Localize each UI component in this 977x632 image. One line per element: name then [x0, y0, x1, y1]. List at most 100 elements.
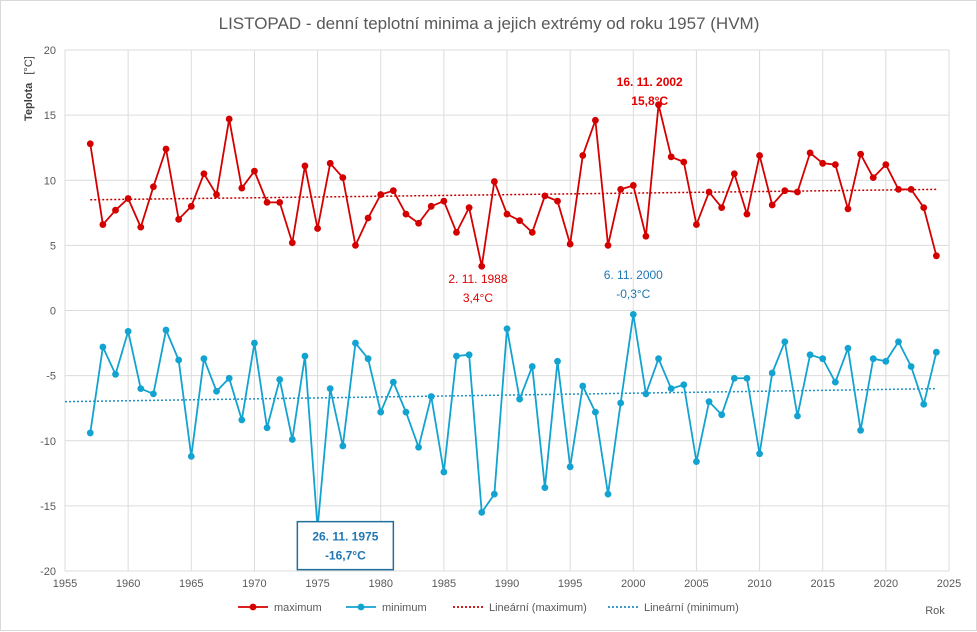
- data-point-minimum: [465, 351, 473, 359]
- y-tick-label: 0: [50, 306, 56, 318]
- data-point-minimum: [288, 436, 296, 443]
- data-point-maximum: [932, 252, 940, 260]
- x-tick-label: 1980: [368, 578, 392, 590]
- data-point-maximum: [528, 228, 536, 236]
- data-point-maximum: [920, 204, 928, 212]
- legend: maximum minimum Lineární (maximum) Lineární…: [238, 602, 739, 614]
- data-point-minimum: [895, 338, 902, 346]
- y-axis-label: Teplota: [23, 82, 35, 121]
- data-point-maximum: [819, 159, 827, 167]
- data-point-minimum: [200, 355, 208, 363]
- data-point-maximum: [200, 170, 208, 178]
- data-point-maximum: [326, 159, 334, 167]
- data-point-minimum: [503, 325, 511, 333]
- legend-label: minimum: [382, 602, 427, 614]
- data-point-minimum: [225, 374, 233, 382]
- data-point-maximum: [794, 188, 801, 196]
- data-point-maximum: [642, 232, 650, 240]
- data-point-maximum: [705, 188, 713, 196]
- data-point-maximum: [478, 262, 486, 270]
- data-point-maximum: [301, 162, 309, 170]
- data-point-minimum: [175, 356, 183, 364]
- data-point-minimum: [907, 363, 915, 370]
- data-point-minimum: [680, 381, 688, 389]
- data-point-maximum: [465, 204, 473, 212]
- data-point-maximum: [389, 187, 397, 195]
- data-point-maximum: [680, 158, 688, 166]
- x-tick-label: 1955: [53, 578, 77, 590]
- data-point-minimum: [326, 385, 334, 393]
- data-point-maximum: [86, 140, 94, 148]
- legend-marker: [357, 603, 365, 611]
- data-point-minimum: [276, 376, 284, 383]
- data-point-minimum: [794, 412, 801, 420]
- data-point-minimum: [932, 348, 940, 356]
- data-point-minimum: [339, 442, 347, 450]
- data-point-minimum: [352, 339, 359, 347]
- y-axis-unit: [°C]: [23, 56, 35, 74]
- annotation-value: -0,3°C: [616, 287, 650, 301]
- data-point-maximum: [276, 198, 284, 206]
- data-point-minimum: [882, 357, 890, 365]
- data-point-minimum: [642, 390, 650, 398]
- data-point-minimum: [490, 490, 498, 498]
- x-tick-label: 1970: [242, 578, 266, 590]
- annotation-value: 15,8°C: [631, 94, 668, 108]
- trend-line-minimum: [64, 387, 937, 403]
- data-point-minimum: [617, 399, 625, 407]
- data-point-maximum: [427, 202, 435, 210]
- x-tick-label: 1985: [432, 578, 456, 590]
- data-point-maximum: [718, 204, 726, 212]
- x-tick-label: 1975: [305, 578, 329, 590]
- data-point-minimum: [655, 355, 662, 363]
- x-tick-label: 1965: [179, 578, 203, 590]
- trend-lines: [64, 188, 937, 403]
- data-point-maximum: [251, 167, 258, 175]
- data-point-maximum: [124, 195, 132, 202]
- y-tick-label: 15: [44, 110, 56, 122]
- x-tick-label: 2015: [810, 578, 834, 590]
- legend-label: Lineární (maximum): [489, 602, 587, 614]
- data-point-minimum: [364, 355, 372, 363]
- data-point-maximum: [857, 150, 864, 158]
- data-point-minimum: [453, 352, 460, 360]
- data-point-minimum: [427, 393, 435, 400]
- data-point-minimum: [415, 443, 422, 451]
- data-point-minimum: [920, 400, 928, 408]
- data-point-minimum: [150, 390, 157, 398]
- series-line-minimum: [89, 314, 938, 529]
- data-point-minimum: [86, 429, 94, 437]
- y-tick-label: 5: [50, 240, 56, 252]
- axis-ticks: 1955 1960 1965 1970 1975 1980 1985 1990 1995 2000…: [40, 45, 961, 590]
- data-point-minimum: [440, 468, 448, 476]
- data-point-maximum: [806, 149, 814, 157]
- chart-title: LISTOPAD - denní teplotní minima a jejic…: [219, 14, 760, 33]
- data-point-maximum: [187, 202, 195, 210]
- series-line-maximum: [89, 104, 938, 267]
- data-point-maximum: [579, 152, 587, 159]
- data-point-minimum: [693, 458, 700, 465]
- y-tick-label: -10: [40, 436, 56, 448]
- data-point-maximum: [453, 228, 460, 236]
- data-point-maximum: [756, 152, 763, 159]
- data-point-minimum: [516, 395, 524, 403]
- data-point-maximum: [238, 184, 246, 192]
- data-point-maximum: [592, 116, 599, 124]
- data-point-maximum: [844, 205, 852, 213]
- x-tick-label: 1990: [495, 578, 519, 590]
- legend-label: Lineární (minimum): [644, 602, 739, 614]
- x-tick-label: 2010: [747, 578, 771, 590]
- data-point-maximum: [150, 183, 157, 191]
- data-point-minimum: [730, 374, 738, 382]
- data-point-minimum: [743, 374, 751, 382]
- data-point-minimum: [806, 351, 814, 359]
- legend-marker: [249, 603, 257, 611]
- data-point-minimum: [137, 385, 145, 393]
- data-point-maximum: [440, 197, 448, 205]
- annotation-value: -16,7°C: [325, 549, 366, 563]
- legend-label: maximum: [274, 602, 322, 614]
- data-point-minimum: [781, 338, 789, 346]
- annotation-date: 16. 11. 2002: [617, 75, 683, 89]
- annotation-box: [296, 520, 395, 571]
